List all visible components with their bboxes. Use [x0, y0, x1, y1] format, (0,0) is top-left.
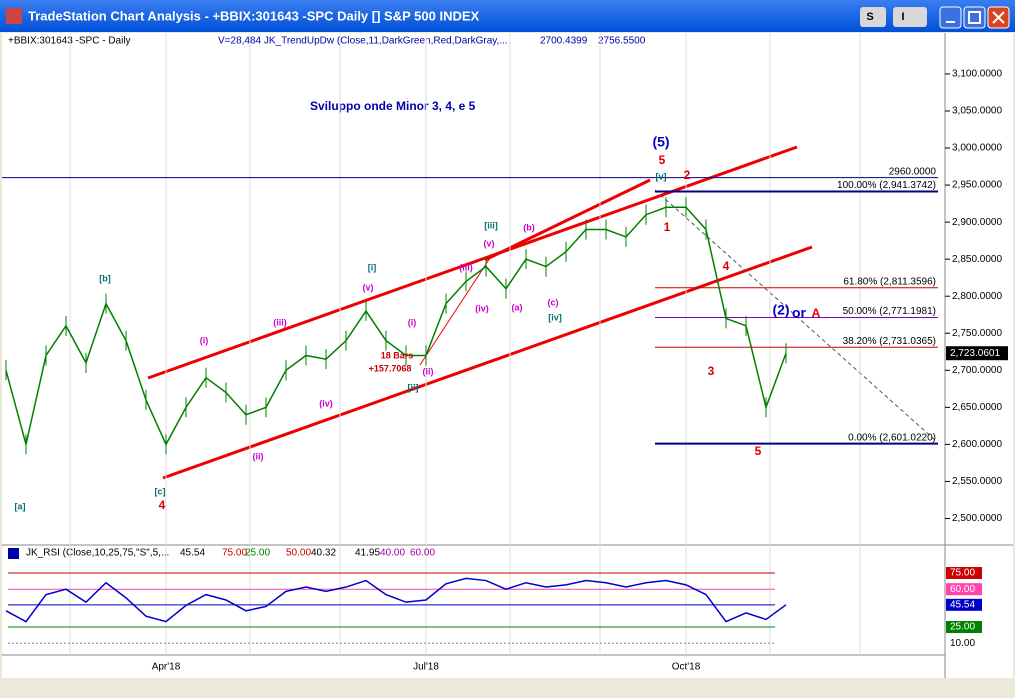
wave-label: [iii] — [484, 220, 498, 230]
rsi-value: 40.32 — [311, 548, 336, 559]
wave-label: 3 — [708, 364, 715, 378]
rsi-tick-label: 25.00 — [950, 622, 975, 633]
rsi-tick-box — [946, 598, 982, 611]
s-button[interactable] — [860, 7, 886, 27]
window-title: TradeStation Chart Analysis - +BBIX:3016… — [28, 8, 480, 23]
wave-label: (b) — [523, 222, 535, 232]
maximize[interactable] — [963, 6, 986, 29]
y-tick-label: 2,800.0000 — [952, 291, 1002, 302]
wave-label: (i) — [200, 335, 209, 345]
last-price: 2,723.0601 — [950, 348, 1000, 359]
y-tick-label: 2,750.0000 — [952, 328, 1002, 339]
rsi-tick-label: 10.00 — [950, 638, 975, 649]
minimize[interactable] — [939, 6, 962, 29]
x-tick-label: Apr'18 — [152, 662, 181, 673]
scroll-bar[interactable] — [2, 678, 1013, 696]
y-tick-label: 2,500.0000 — [952, 513, 1002, 524]
i-button-label: I — [901, 11, 904, 23]
wave-label: [ii] — [408, 382, 419, 392]
wave-label: [a] — [15, 501, 26, 511]
y-tick-label: 3,000.0000 — [952, 143, 1002, 154]
wave-label: (iii) — [459, 262, 473, 272]
y-tick-label: 3,050.0000 — [952, 106, 1002, 117]
wave-label: 2 — [684, 168, 691, 182]
y-tick-label: 2,700.0000 — [952, 365, 1002, 376]
x-tick-label: Jul'18 — [413, 662, 439, 673]
x-tick-label: Oct'18 — [672, 662, 701, 673]
wave-label: (v) — [363, 282, 374, 292]
y-tick-label: 2,950.0000 — [952, 180, 1002, 191]
wave-label: (c) — [548, 297, 559, 307]
rsi-value: 40.00 — [380, 548, 405, 559]
wave-label: (i) — [408, 317, 417, 327]
wave-label: [iv] — [548, 312, 562, 322]
wave-label: 18 Bars — [381, 350, 414, 360]
level-label: 61.80% (2,811.3596) — [843, 276, 936, 287]
window-glyphs — [946, 11, 1005, 24]
wave-label: 1 — [664, 220, 671, 234]
rsi-value: 41.95 — [355, 548, 380, 559]
y-tick-label: 2,550.0000 — [952, 476, 1002, 487]
wave-label: 4 — [159, 498, 166, 512]
wave-label: (iv) — [319, 398, 333, 408]
wave-label: [i] — [368, 262, 377, 272]
wave-label: 5 — [755, 444, 762, 458]
y-tick-label: 3,100.0000 — [952, 69, 1002, 80]
rsi-tick-box — [946, 621, 982, 633]
rsi-icon — [8, 548, 19, 559]
title-bar — [0, 0, 1015, 32]
wave-label: [c] — [155, 486, 166, 496]
wave-label: (2) — [772, 302, 789, 318]
thin-trend — [419, 257, 491, 366]
app-icon — [6, 8, 22, 24]
wave-label: (v) — [484, 238, 495, 248]
rsi-tick-label: 75.00 — [950, 568, 975, 579]
rsi-value: 50.00 — [286, 548, 311, 559]
wave-label: or — [792, 305, 807, 321]
study-value: 2700.4399 — [540, 36, 588, 47]
rsi-tick-label: 60.00 — [950, 584, 975, 595]
wave-label: 5 — [659, 153, 666, 167]
wave-label: [v] — [656, 171, 667, 181]
y-tick-label: 2,850.0000 — [952, 254, 1002, 265]
level-label: 50.00% (2,771.1981) — [843, 306, 936, 317]
study-label: V=28,484 JK_TrendUpDw (Close,11,DarkGree… — [218, 36, 508, 47]
rsi-value: 45.54 — [180, 548, 205, 559]
rsi-line — [5, 577, 787, 623]
subtitle: Sviluppo onde Minor 3, 4, e 5 — [310, 99, 476, 113]
rsi-value: 75.00 — [222, 548, 247, 559]
wave-label: [b] — [99, 273, 111, 283]
i-button[interactable] — [893, 7, 927, 27]
channels — [147, 145, 813, 480]
rsi-tick-box — [946, 583, 982, 596]
wave-label: (a) — [512, 302, 523, 312]
s-button-label: S — [866, 11, 873, 23]
wave-label: (ii) — [253, 451, 264, 461]
rsi-tick-box — [946, 567, 982, 579]
wave-label: +157.7068 — [369, 363, 412, 373]
rsi-value: 60.00 — [410, 548, 435, 559]
y-tick-label: 2,600.0000 — [952, 439, 1002, 450]
level-label: 0.00% (2,601.0220) — [848, 432, 936, 443]
y-tick-label: 2,650.0000 — [952, 402, 1002, 413]
wave-label: 4 — [723, 259, 730, 273]
rsi-value: 25.00 — [245, 548, 270, 559]
rsi-label: JK_RSI (Close,10,25,75,"S",5,... — [26, 548, 169, 559]
study-value: 2756.5500 — [598, 36, 646, 47]
symbol-label: +BBIX:301643 -SPC - Daily — [8, 36, 131, 47]
wave-label: (ii) — [423, 366, 434, 376]
level-label: 2960.0000 — [889, 166, 937, 177]
wave-label: (iv) — [475, 303, 489, 313]
wave-label: (5) — [652, 134, 669, 150]
level-label: 100.00% (2,941.3742) — [837, 180, 936, 191]
last-price-box — [946, 346, 1008, 361]
wave-label: A — [812, 306, 821, 320]
wave-label: (iii) — [273, 317, 287, 327]
level-label: 38.20% (2,731.0365) — [843, 336, 936, 347]
y-tick-label: 2,900.0000 — [952, 217, 1002, 228]
rsi-tick-label: 45.54 — [950, 599, 975, 610]
series-line — [5, 206, 787, 447]
